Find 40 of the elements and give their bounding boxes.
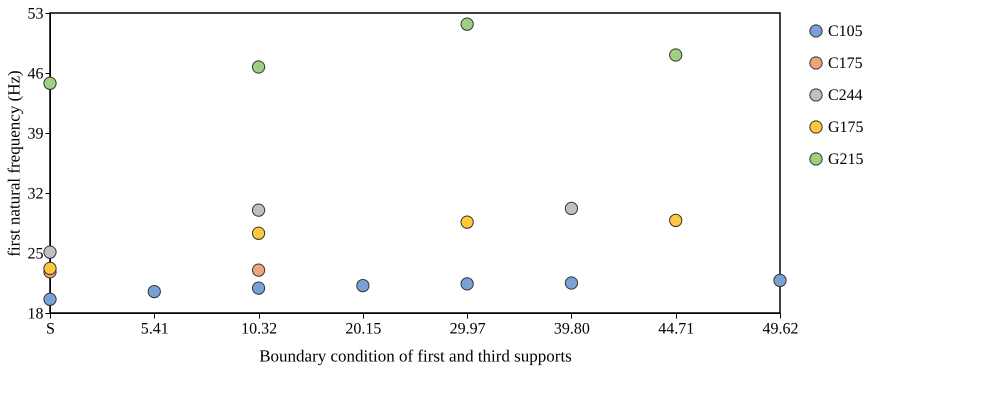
x-tick-label: 49.62: [762, 320, 798, 338]
y-tick-label: 32: [28, 186, 44, 202]
point: [252, 204, 266, 217]
point: [43, 292, 57, 306]
point: [43, 76, 57, 90]
x-axis-title: Boundary condition of first and third supports: [259, 346, 572, 366]
point: [460, 216, 474, 229]
x-tick-label: 5.41: [140, 320, 169, 338]
x-tick-label: 44.71: [658, 320, 694, 338]
legend-label: G215: [828, 151, 864, 168]
y-tick-label: 25: [28, 246, 44, 262]
legend-label: C105: [828, 23, 863, 40]
point: [460, 277, 474, 290]
point: [356, 278, 370, 292]
legend-label: C244: [828, 87, 863, 104]
x-tick-label: 20.15: [345, 320, 382, 338]
x-tick-label: S: [46, 320, 55, 338]
y-tick-label: 53: [28, 6, 44, 22]
x-tick-label: 29.97: [450, 320, 486, 338]
point: [564, 276, 578, 290]
legend-label: C175: [828, 55, 863, 72]
point: [148, 284, 161, 298]
x-tick-label: 39.80: [554, 320, 590, 338]
point: [252, 264, 266, 277]
legend-label: G175: [828, 119, 864, 136]
point: [43, 246, 57, 259]
x-tick-label: 10.32: [241, 320, 278, 338]
point: [43, 262, 57, 276]
y-tick-label: 18: [28, 306, 44, 322]
y-tick-label: 39: [28, 126, 44, 142]
point: [252, 60, 266, 74]
point: [669, 48, 682, 62]
point: [252, 226, 266, 240]
y-tick-label: 46: [28, 66, 44, 82]
point: [669, 214, 682, 228]
y-axis-title: first natural frequency (Hz): [4, 70, 24, 257]
point: [773, 274, 787, 288]
point: [460, 18, 474, 31]
point: [252, 282, 266, 295]
point: [564, 202, 578, 216]
